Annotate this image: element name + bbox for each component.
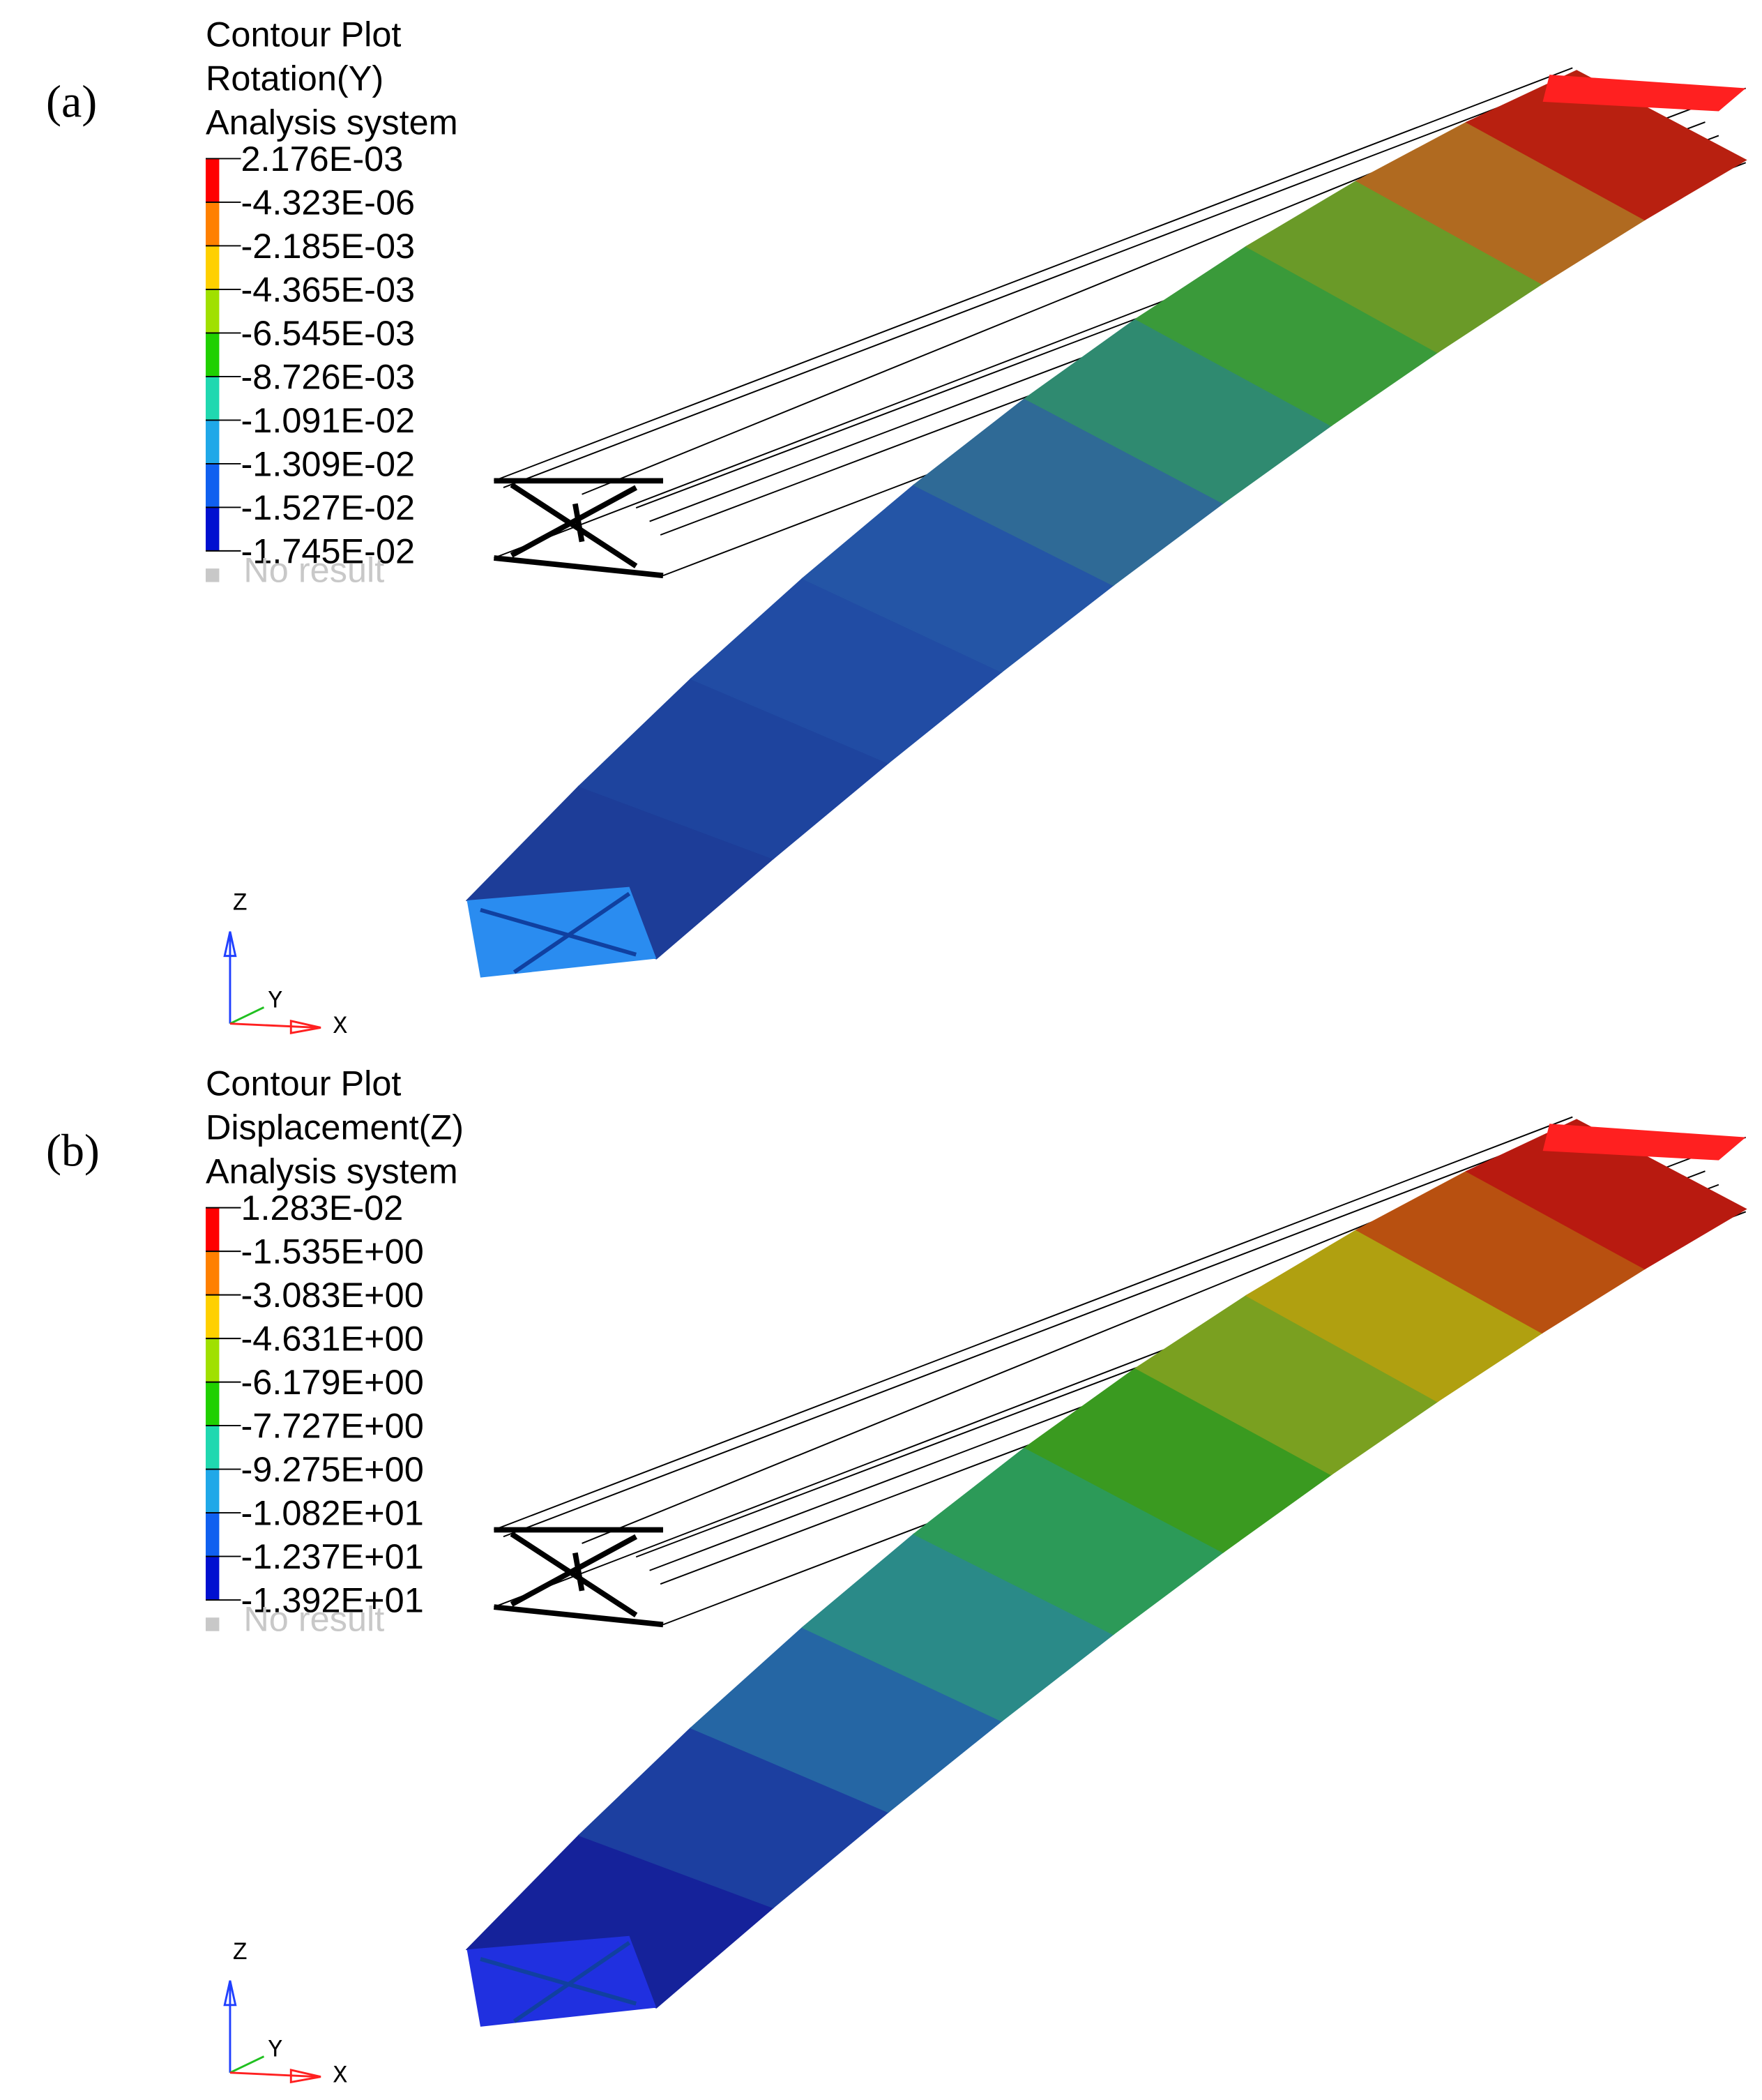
legend-level: 1.283E-02	[241, 1188, 403, 1227]
legend-level: -3.083E+00	[241, 1275, 423, 1315]
axis-triad: Z Y X	[223, 891, 347, 1041]
axis-triad: Z Y X	[223, 1940, 347, 2090]
deformed-beam	[465, 70, 1747, 978]
y-axis	[229, 2055, 265, 2074]
legend-level: -1.309E-02	[241, 444, 415, 483]
legend-level: -1.082E+01	[241, 1493, 423, 1533]
z-label: Z	[233, 891, 248, 918]
x-axis	[229, 1022, 319, 1029]
legend-title: Analysis system	[206, 103, 458, 142]
end-web	[480, 1941, 637, 2023]
top-patch	[1542, 75, 1746, 112]
no-result-label: No result	[243, 1599, 384, 1639]
legend-level: -4.323E-06	[241, 182, 415, 222]
legend-level: -1.745E-02	[241, 531, 415, 571]
legend-level: -1.535E+00	[241, 1232, 423, 1271]
legend-title: Displacement(Z)	[206, 1108, 464, 1147]
legend-level: -6.545E-03	[241, 313, 415, 353]
legend-band	[206, 1338, 220, 1382]
legend-band	[206, 1207, 220, 1252]
y-label: Y	[268, 988, 282, 1015]
legend-level: 2.176E-03	[241, 139, 403, 179]
panel-label: (a)	[46, 76, 97, 127]
x-label: X	[333, 1013, 347, 1041]
legend-level: -7.727E+00	[241, 1406, 423, 1446]
legend-level: -1.237E+01	[241, 1536, 423, 1576]
legend-level: -9.275E+00	[241, 1449, 423, 1489]
legend-band	[206, 376, 220, 421]
wire-edge	[503, 1124, 1581, 1538]
wire-edge	[494, 1116, 1573, 1531]
legend-title: Rotation(Y)	[206, 58, 383, 98]
legend-band	[206, 289, 220, 333]
beam-segment	[1465, 70, 1747, 221]
z-label: Z	[233, 1940, 248, 1967]
y-label: Y	[268, 2037, 282, 2064]
legend-band	[206, 245, 220, 289]
legend-title: Contour Plot	[206, 1064, 401, 1103]
beam-segment	[1465, 1119, 1747, 1270]
z-arrow	[223, 931, 237, 958]
x-arrow	[289, 1019, 321, 1034]
x-axis	[229, 2071, 319, 2078]
legend-band	[206, 1513, 220, 1557]
top-patch	[1542, 1124, 1746, 1161]
legend-level: -8.726E-03	[241, 356, 415, 396]
legend-title: Contour Plot	[206, 14, 401, 54]
cross-section	[494, 478, 664, 579]
cross-section	[494, 1527, 664, 1628]
x-label: X	[333, 2062, 347, 2090]
legend-level: -4.365E-03	[241, 269, 415, 309]
legend-band	[206, 333, 220, 377]
wire-edge	[503, 75, 1581, 488]
y-axis	[229, 1006, 265, 1025]
legend-band	[206, 1294, 220, 1339]
legend-band	[206, 1426, 220, 1470]
wire-edge	[494, 67, 1573, 482]
end-web	[480, 891, 637, 974]
legend-band	[206, 1251, 220, 1295]
legend-title: Analysis system	[206, 1151, 458, 1191]
legend-band	[206, 507, 220, 551]
legend-level: -1.091E-02	[241, 400, 415, 440]
legend-band	[206, 158, 220, 202]
no-result-swatch	[206, 1617, 220, 1631]
legend-level: -6.179E+00	[241, 1362, 423, 1402]
no-result-label: No result	[243, 550, 384, 590]
no-result-swatch	[206, 568, 220, 582]
deformed-beam	[465, 1119, 1747, 2027]
x-arrow	[289, 2069, 321, 2084]
legend-band	[206, 1556, 220, 1601]
legend-band	[206, 420, 220, 464]
legend-band	[206, 1382, 220, 1426]
legend-level: -1.392E+01	[241, 1580, 423, 1620]
legend-level: -2.185E-03	[241, 226, 415, 266]
z-arrow	[223, 1980, 237, 2007]
legend: Contour Plot Displacement(Z) Analysis syst…	[206, 1064, 464, 1639]
legend-band	[206, 1469, 220, 1513]
legend-band	[206, 463, 220, 508]
legend-level: -4.631E+00	[241, 1319, 423, 1359]
legend-level: -1.527E-02	[241, 488, 415, 527]
panel-label: (b)	[46, 1125, 100, 1176]
legend-band	[206, 202, 220, 246]
panel: (b) Contour Plot Displacement(Z) Analysis s…	[46, 1064, 1747, 2090]
